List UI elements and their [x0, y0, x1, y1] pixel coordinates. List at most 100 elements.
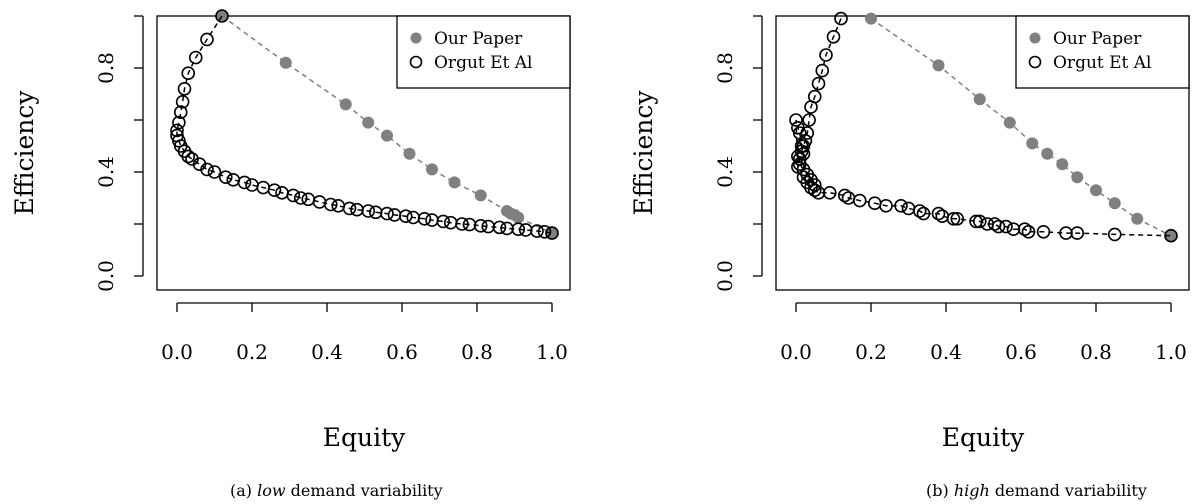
data-point — [361, 204, 376, 218]
x-tick-label: 1.0 — [536, 340, 568, 364]
x-tick-label: 0.0 — [780, 340, 812, 364]
caption-rest: demand variability — [286, 481, 443, 500]
data-point — [436, 214, 451, 229]
x-axis-title: Equity — [323, 423, 406, 452]
data-point — [188, 50, 203, 65]
caption-emphasis: low — [257, 481, 286, 500]
x-tick-label: 0.0 — [161, 340, 193, 364]
data-point — [381, 129, 393, 142]
legend-item: Our Paper — [1029, 29, 1142, 49]
data-point — [323, 197, 338, 212]
data-point — [215, 9, 229, 23]
data-point — [1056, 158, 1069, 171]
data-point — [834, 11, 848, 26]
data-point — [181, 149, 196, 164]
chart-panel-1: 0.0 0.2 0.4 0.6 0.8 1.0 0.0 0.4 0.8 Equity Efficie… — [10, 9, 571, 500]
data-point — [792, 126, 807, 140]
legend-box — [396, 15, 571, 89]
data-point — [1003, 116, 1016, 129]
data-point — [267, 183, 282, 197]
data-point — [1021, 225, 1036, 239]
caption-prefix: (b) — [926, 481, 954, 500]
x-tick-label: 0.4 — [930, 340, 962, 364]
data-point — [530, 224, 544, 238]
data-point — [912, 204, 927, 218]
data-point — [245, 178, 259, 192]
legend-item: Orgut Et Al — [409, 53, 533, 73]
figure-caption: (a) low demand variability — [230, 481, 443, 500]
data-point — [226, 173, 241, 187]
x-tick-label: 1.0 — [1155, 340, 1187, 364]
legend-marker — [1028, 55, 1042, 69]
legend-label: Our Paper — [434, 29, 523, 49]
data-point — [426, 163, 438, 176]
data-point — [1107, 227, 1122, 242]
data-point — [181, 66, 196, 80]
series-1 — [216, 10, 558, 240]
data-point — [935, 209, 950, 223]
caption-emphasis: high — [954, 481, 990, 500]
data-point — [511, 222, 526, 236]
data-point — [403, 147, 416, 160]
data-point — [973, 93, 986, 106]
y-axis-title: Efficiency — [10, 90, 39, 216]
y-axis-title: Efficiency — [629, 90, 658, 216]
series-2 — [170, 9, 559, 240]
data-point — [1071, 171, 1084, 184]
data-point — [492, 220, 507, 235]
series-2 — [789, 11, 1178, 243]
x-tick-label: 0.8 — [461, 340, 493, 364]
data-point — [972, 214, 987, 229]
data-point — [822, 186, 837, 200]
data-point — [1017, 222, 1032, 236]
x-axis-title: Equity — [942, 423, 1025, 452]
data-point — [815, 63, 830, 78]
data-point — [1036, 225, 1051, 239]
y-tick-label: 0.0 — [713, 260, 737, 292]
data-point — [473, 219, 488, 233]
legend-item: Orgut Et Al — [1028, 53, 1152, 73]
data-point — [173, 105, 188, 119]
figure-caption: (b) high demand variability — [926, 481, 1147, 500]
data-point — [894, 199, 908, 213]
data-point — [279, 56, 292, 69]
data-point — [175, 95, 190, 109]
data-point — [837, 188, 852, 203]
data-point — [931, 206, 946, 221]
legend-marker — [409, 55, 423, 69]
data-point — [286, 188, 301, 203]
data-point — [170, 123, 184, 138]
legend: Our Paper Orgut Et Al — [1015, 15, 1190, 89]
data-point — [512, 211, 525, 224]
data-point — [802, 113, 816, 127]
data-point — [312, 195, 327, 209]
data-point — [789, 113, 803, 127]
data-point — [545, 226, 559, 240]
plot-frame — [156, 15, 571, 291]
data-point — [362, 116, 375, 129]
plot-frame — [775, 15, 1190, 291]
x-tick-label: 0.8 — [1080, 340, 1112, 364]
data-point — [339, 98, 352, 111]
data-point — [216, 10, 228, 22]
data-point — [237, 175, 252, 190]
data-point — [207, 165, 222, 179]
legend-label: Our Paper — [1053, 29, 1142, 49]
data-point — [932, 59, 945, 72]
data-point — [1165, 229, 1177, 242]
data-point — [417, 212, 432, 226]
x-tick-label: 0.2 — [855, 340, 887, 364]
x-tick-label: 0.6 — [1005, 340, 1037, 364]
legend-box — [1015, 15, 1190, 89]
data-point — [916, 206, 931, 221]
data-point — [398, 209, 413, 223]
data-point — [1108, 197, 1121, 210]
data-point — [1090, 184, 1102, 197]
caption-rest: demand variability — [990, 481, 1147, 500]
data-point — [172, 115, 186, 130]
data-point — [819, 48, 833, 62]
y-tick-label: 0.4 — [713, 156, 737, 188]
caption-prefix: (a) — [230, 481, 257, 500]
x-tick-label: 0.6 — [386, 340, 418, 364]
